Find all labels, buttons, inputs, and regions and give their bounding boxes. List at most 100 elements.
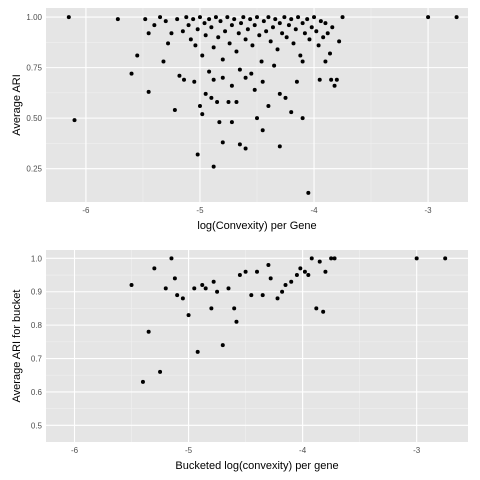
data-point	[217, 120, 221, 124]
data-point	[192, 80, 196, 84]
data-point	[198, 15, 202, 19]
convexity-gene-scatter-chart: -6 -5 -4 -3 0.25 0.50 0.75 1.00 log(Convexity)…	[11, 8, 468, 232]
data-point	[116, 17, 120, 21]
data-point	[207, 70, 211, 74]
data-point	[230, 120, 234, 124]
data-point	[307, 37, 311, 41]
data-point	[329, 256, 333, 260]
data-point	[341, 15, 345, 19]
data-point	[143, 17, 147, 21]
y-tick-label: 1.0	[31, 254, 43, 263]
data-point	[266, 104, 270, 108]
data-point	[200, 53, 204, 57]
data-point	[226, 100, 230, 104]
data-point	[276, 296, 280, 300]
data-point	[285, 35, 289, 39]
data-point	[169, 256, 173, 260]
data-point	[238, 68, 242, 72]
data-point	[187, 313, 191, 317]
data-point	[261, 80, 265, 84]
data-point	[173, 108, 177, 112]
data-point	[303, 31, 307, 35]
x-tick-label: -4	[310, 206, 318, 215]
x-tick-labels: -6 -5 -4 -3	[82, 206, 432, 215]
data-point	[335, 78, 339, 82]
data-point	[164, 286, 168, 290]
data-point	[249, 72, 253, 76]
data-point	[191, 17, 195, 21]
y-axis-title: Average ARI	[11, 74, 23, 136]
data-point	[192, 286, 196, 290]
data-point	[187, 23, 191, 27]
data-point	[314, 29, 318, 33]
data-point	[314, 306, 318, 310]
y-tick-label: 0.6	[31, 388, 43, 397]
data-point	[328, 51, 332, 55]
data-point	[181, 29, 185, 33]
x-tick-label: -3	[425, 206, 433, 215]
data-point	[330, 25, 334, 29]
data-point	[280, 31, 284, 35]
data-point	[244, 37, 248, 41]
plot-panel	[46, 250, 468, 442]
data-point	[306, 273, 310, 277]
data-point	[276, 47, 280, 51]
data-point	[221, 343, 225, 347]
data-point	[212, 78, 216, 82]
data-point	[262, 19, 266, 23]
data-point	[269, 39, 273, 43]
data-point	[280, 290, 284, 294]
data-point	[130, 72, 134, 76]
data-point	[306, 191, 310, 195]
data-point	[337, 39, 341, 43]
x-tick-label: -3	[413, 446, 421, 455]
data-point	[204, 92, 208, 96]
data-point	[321, 35, 325, 39]
bucketed-convexity-scatter-chart: -6 -5 -4 -3 0.5 0.6 0.7 0.8 0.9 1.0 Bucketed log…	[11, 250, 468, 472]
x-tick-label: -6	[71, 446, 79, 455]
data-point	[241, 15, 245, 19]
y-axis-title: Average ARI for bucket	[11, 290, 23, 403]
data-point	[260, 60, 264, 64]
data-point	[255, 270, 259, 274]
data-point	[212, 165, 216, 169]
data-point	[273, 17, 277, 21]
data-point	[289, 110, 293, 114]
x-axis-title: Bucketed log(convexity) per gene	[175, 460, 338, 472]
data-point	[209, 306, 213, 310]
data-point	[234, 100, 238, 104]
data-point	[253, 88, 257, 92]
data-point	[455, 15, 459, 19]
data-point	[169, 31, 173, 35]
data-point	[296, 15, 300, 19]
data-point	[282, 15, 286, 19]
data-point	[248, 17, 252, 21]
data-point	[135, 53, 139, 57]
data-point	[291, 41, 295, 45]
data-point	[221, 140, 225, 144]
data-point	[289, 17, 293, 21]
data-point	[443, 256, 447, 260]
data-point	[289, 280, 293, 284]
data-point	[250, 43, 254, 47]
data-point	[317, 43, 321, 47]
data-point	[310, 256, 314, 260]
data-point	[141, 380, 145, 384]
data-point	[221, 76, 225, 80]
data-point	[323, 270, 327, 274]
data-point	[184, 15, 188, 19]
x-axis-title: log(Convexity) per Gene	[197, 220, 316, 232]
data-point	[255, 15, 259, 19]
data-point	[253, 23, 257, 27]
data-point	[216, 35, 220, 39]
x-tick-label: -5	[196, 206, 204, 215]
data-point	[232, 17, 236, 21]
data-point	[326, 31, 330, 35]
data-point	[234, 49, 238, 53]
data-point	[321, 310, 325, 314]
data-point	[257, 33, 261, 37]
data-point	[266, 263, 270, 267]
data-point	[147, 330, 151, 334]
data-point	[175, 17, 179, 21]
data-point	[73, 118, 77, 122]
